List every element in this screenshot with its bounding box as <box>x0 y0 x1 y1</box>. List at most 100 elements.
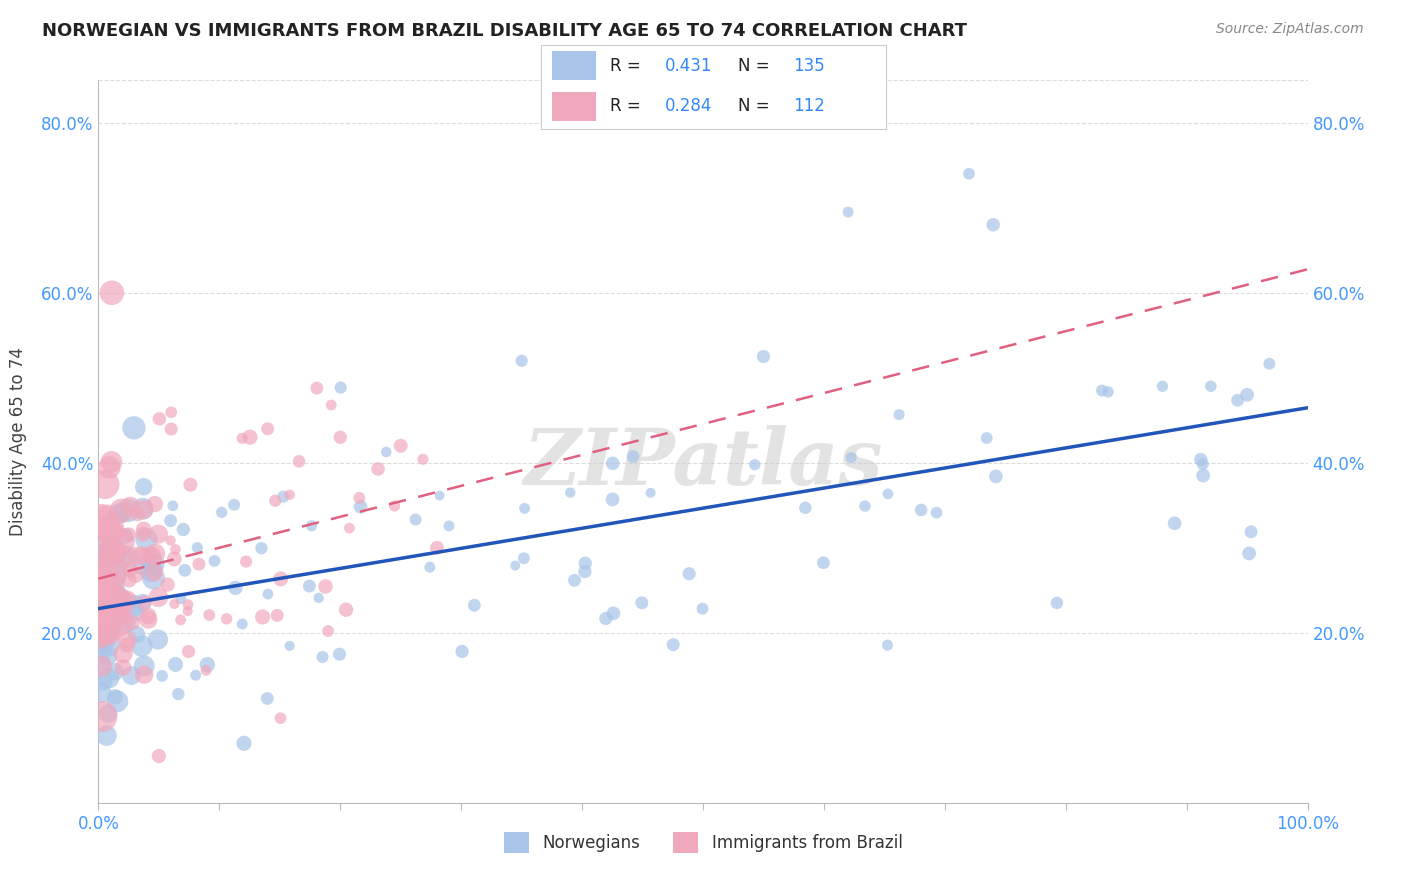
Point <box>96 729 118 743</box>
Point <box>110 589 132 603</box>
Point <box>957 167 980 181</box>
Point <box>98 545 121 559</box>
Y-axis label: Disability Age 65 to 74: Disability Age 65 to 74 <box>10 347 27 536</box>
Point <box>121 668 143 682</box>
Point <box>595 611 617 625</box>
Point <box>122 421 145 435</box>
Point <box>602 456 624 470</box>
Point <box>574 556 596 570</box>
Point <box>104 665 127 679</box>
Point <box>114 529 136 543</box>
Point <box>794 500 817 515</box>
Point <box>101 605 124 619</box>
Point <box>89 520 111 534</box>
Point <box>90 686 112 700</box>
Point <box>692 601 714 615</box>
Point <box>103 563 125 577</box>
Point <box>104 690 127 704</box>
Point <box>256 691 278 706</box>
Point <box>269 711 291 725</box>
Point <box>132 596 155 610</box>
Point <box>1097 384 1119 399</box>
Point <box>107 615 129 629</box>
Point <box>112 660 135 674</box>
Point <box>104 596 127 610</box>
Point <box>98 671 121 685</box>
Point <box>463 599 485 613</box>
Point <box>110 504 132 518</box>
Point <box>204 554 226 568</box>
Text: R =: R = <box>610 97 647 115</box>
Point <box>405 512 427 526</box>
Point <box>159 514 181 528</box>
Point <box>165 657 187 672</box>
Point <box>96 508 118 523</box>
Point <box>143 557 166 571</box>
Point <box>853 499 876 513</box>
Point <box>117 592 139 607</box>
Point <box>335 603 357 617</box>
Point <box>114 549 136 564</box>
Point <box>96 579 118 593</box>
Point <box>121 615 143 630</box>
Point <box>90 607 112 622</box>
Point <box>169 613 191 627</box>
Point <box>96 605 118 619</box>
Point <box>101 576 124 591</box>
Point <box>89 634 111 648</box>
Point <box>337 521 360 535</box>
Point <box>321 398 343 412</box>
Point <box>112 647 135 661</box>
Point <box>513 501 536 516</box>
Point <box>744 458 766 472</box>
Point <box>96 609 118 624</box>
Point <box>118 527 141 541</box>
Point <box>170 591 193 606</box>
Point <box>211 505 233 519</box>
Point <box>252 610 274 624</box>
Point <box>97 524 120 538</box>
Point <box>131 501 153 516</box>
Point <box>1152 379 1174 393</box>
Point <box>160 405 183 419</box>
FancyBboxPatch shape <box>551 52 596 80</box>
Point <box>510 353 533 368</box>
Point <box>631 596 654 610</box>
Point <box>1237 546 1260 560</box>
Point <box>90 508 112 523</box>
Point <box>98 626 121 640</box>
Point <box>925 506 948 520</box>
Point <box>564 574 586 588</box>
Point <box>176 604 198 618</box>
Point <box>150 669 173 683</box>
Point <box>104 582 127 596</box>
Point <box>103 525 125 540</box>
Point <box>90 596 112 610</box>
Point <box>813 556 835 570</box>
Point <box>412 452 434 467</box>
Point <box>1240 524 1263 539</box>
Point <box>389 439 412 453</box>
Point <box>288 454 311 468</box>
Point <box>316 624 339 638</box>
Point <box>143 565 166 579</box>
Point <box>105 508 128 522</box>
Point <box>195 664 218 678</box>
Point <box>1046 596 1069 610</box>
Point <box>118 573 141 587</box>
Point <box>513 551 536 566</box>
Point <box>375 445 398 459</box>
Point <box>94 552 117 566</box>
Point <box>165 542 187 557</box>
Point <box>93 616 115 631</box>
Point <box>131 558 153 573</box>
Point <box>124 605 146 619</box>
Point <box>114 549 136 564</box>
Text: 0.431: 0.431 <box>665 57 713 75</box>
Point <box>148 412 170 426</box>
Point <box>250 541 273 556</box>
Point <box>278 488 301 502</box>
Point <box>89 570 111 584</box>
Point <box>117 503 139 517</box>
Point <box>678 566 700 581</box>
